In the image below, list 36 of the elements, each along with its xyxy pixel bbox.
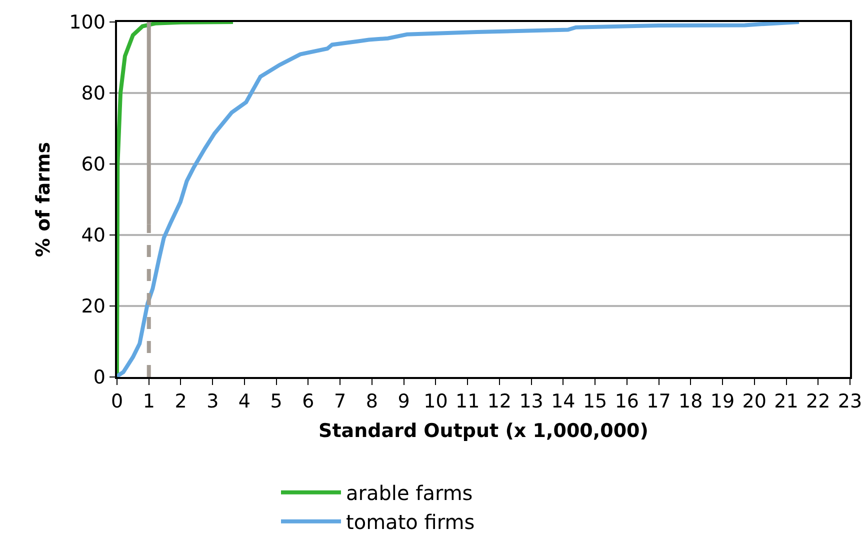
x-tick-label: 0 xyxy=(110,390,124,413)
y-tick-label: 20 xyxy=(81,296,106,318)
x-tick-label: 1 xyxy=(142,390,155,413)
x-tick-label: 4 xyxy=(238,390,251,413)
x-tick-label: 10 xyxy=(424,390,448,413)
y-tick-label: 80 xyxy=(81,82,106,105)
y-tick-label: 100 xyxy=(69,12,106,34)
x-tick-label: 14 xyxy=(551,390,576,413)
x-tick-label: 3 xyxy=(206,390,219,413)
x-tick-label: 23 xyxy=(838,390,862,413)
y-tick-label: 0 xyxy=(93,366,106,389)
x-tick-label: 2 xyxy=(174,390,187,413)
x-tick-label: 9 xyxy=(398,390,410,413)
legend-label: arable farms xyxy=(346,481,473,506)
x-tick-label: 7 xyxy=(334,390,346,413)
x-tick-label: 20 xyxy=(742,390,766,413)
x-tick-label: 15 xyxy=(582,390,608,413)
x-tick-label: 21 xyxy=(774,390,798,413)
y-axis-title: % of farms xyxy=(32,142,55,258)
x-tick-label: 18 xyxy=(678,390,703,413)
line-series xyxy=(117,22,802,377)
x-tick-label: 12 xyxy=(487,390,512,413)
y-tick-label: 40 xyxy=(81,224,106,247)
legend-label: tomato firms xyxy=(346,510,475,534)
x-tick-label: 22 xyxy=(806,390,830,413)
x-tick-label: 8 xyxy=(366,390,378,413)
y-tick-label: 60 xyxy=(81,154,106,176)
x-tick-label: 5 xyxy=(270,390,282,413)
x-tick-label: 6 xyxy=(302,390,314,413)
x-tick-label: 16 xyxy=(614,390,640,413)
line-series xyxy=(117,22,236,377)
x-tick-label: 19 xyxy=(710,390,735,413)
x-tick-label: 13 xyxy=(519,390,544,413)
x-tick-label: 17 xyxy=(646,390,671,413)
x-tick-label: 11 xyxy=(455,390,480,413)
x-axis-title: Standard Output (x 1,000,000) xyxy=(318,420,648,442)
